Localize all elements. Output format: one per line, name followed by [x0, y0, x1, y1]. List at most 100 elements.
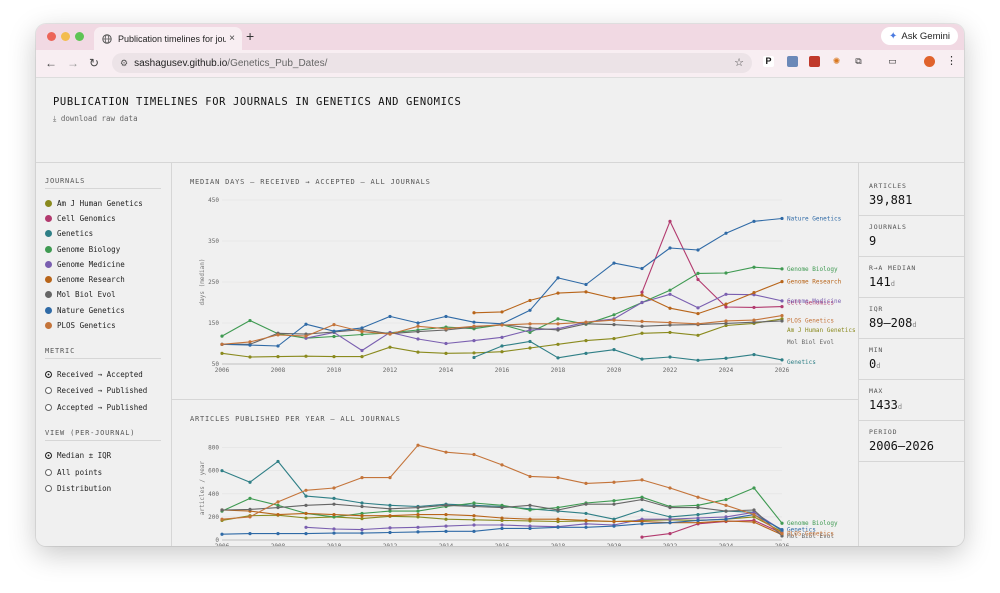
data-point [612, 323, 616, 327]
data-point [416, 350, 420, 354]
data-point [472, 501, 476, 505]
data-point [444, 314, 448, 319]
journal-item-mol-biol-evol[interactable]: Mol Biol Evol [45, 288, 116, 300]
view-option-median-iqr[interactable]: Median ± IQR [45, 449, 111, 461]
view-option-distribution[interactable]: Distribution [45, 482, 111, 494]
gemini-sparkle-icon: ✦ [889, 30, 898, 42]
ask-gemini-button[interactable]: ✦ Ask Gemini [881, 27, 958, 45]
data-point [640, 319, 644, 323]
data-point [780, 534, 784, 538]
radio-selected[interactable] [45, 451, 52, 459]
site-settings-icon[interactable]: ⚙ [120, 57, 129, 68]
new-tab-button[interactable]: + [246, 28, 255, 44]
metric-option-received-accepted[interactable]: Received → Accepted [45, 368, 143, 380]
radio-unselected[interactable] [45, 403, 52, 411]
address-bar[interactable]: ⚙ sashagusev.github.io /Genetics_Pub_Dat… [112, 53, 752, 73]
data-point [640, 324, 644, 328]
back-button[interactable]: ← [45, 56, 57, 70]
metric-option-received-published[interactable]: Received → Published [45, 384, 147, 396]
median-days-chart[interactable]: 50 150 250 350 450 2006 2008 2010 2012 2014 2016 20… [172, 190, 858, 399]
radio-selected[interactable] [45, 370, 52, 378]
data-point [332, 334, 336, 339]
extension-red-icon[interactable] [809, 56, 820, 67]
data-point [388, 314, 392, 319]
journal-item-genome-research[interactable]: Genome Research [45, 273, 125, 285]
radio-unselected[interactable] [45, 468, 52, 476]
maximize-window-button[interactable] [75, 32, 84, 41]
data-point [444, 503, 448, 507]
journal-label: Mol Biol Evol [57, 289, 116, 299]
data-point [528, 508, 532, 512]
data-point [248, 340, 252, 344]
metric-label: Accepted → Published [57, 402, 148, 412]
data-point [416, 512, 420, 517]
forward-button[interactable]: → [67, 56, 79, 70]
browser-tab[interactable]: Publication timelines for journ × [94, 27, 242, 50]
stat-rule [859, 379, 964, 380]
data-point [752, 305, 756, 310]
view-label: Distribution [57, 483, 112, 493]
view-option-all-points[interactable]: All points [45, 466, 102, 478]
stat-rule [859, 461, 964, 462]
data-point [304, 334, 308, 338]
y-tick-label: 0 [215, 537, 219, 544]
series-end-label: Mol Biol Evol [787, 339, 834, 346]
data-point [472, 339, 476, 343]
data-point [612, 313, 616, 317]
y-tick-label: 50 [212, 361, 220, 368]
metric-label: Received → Accepted [57, 369, 143, 379]
extension-doc-icon[interactable] [787, 56, 798, 67]
data-point [332, 512, 336, 517]
extensions-puzzle-icon[interactable]: ⧉ [855, 56, 862, 66]
series-end-label: Cell Genomics [787, 300, 834, 307]
data-point [640, 497, 644, 502]
articles-per-year-chart[interactable]: 0 200 400 600 800 2006 2008 2010 2012 2014 2016 201… [172, 428, 858, 546]
extension-p-icon[interactable]: P [763, 56, 774, 67]
data-point [612, 519, 616, 524]
stat-unit: d [876, 362, 881, 370]
data-point [612, 499, 616, 503]
data-point [304, 503, 308, 507]
journal-item-genetics[interactable]: Genetics [45, 227, 93, 239]
close-tab-icon[interactable]: × [229, 33, 235, 44]
data-point [584, 339, 588, 343]
x-tick-label: 2026 [775, 367, 790, 374]
data-point [444, 341, 448, 346]
minimize-window-button[interactable] [61, 32, 70, 41]
profile-avatar[interactable] [924, 56, 935, 67]
data-point [696, 306, 700, 310]
reload-button[interactable]: ↻ [89, 56, 100, 70]
data-point [360, 501, 364, 505]
journal-item-genome-biology[interactable]: Genome Biology [45, 243, 120, 255]
journal-item-nature-genetics[interactable]: Nature Genetics [45, 304, 125, 316]
journal-item-cell-genomics[interactable]: Cell Genomics [45, 212, 116, 224]
journals-rule [45, 188, 161, 189]
data-point [528, 524, 532, 528]
reading-mode-icon[interactable]: ▭ [888, 56, 897, 66]
radio-unselected[interactable] [45, 484, 52, 492]
close-window-button[interactable] [47, 32, 56, 41]
stat-value: 39,881 [869, 193, 913, 207]
metric-option-accepted-published[interactable]: Accepted → Published [45, 401, 147, 413]
journal-item-genome-medicine[interactable]: Genome Medicine [45, 258, 125, 270]
journal-item-am-j-human-genetics[interactable]: Am J Human Genetics [45, 197, 143, 209]
stat-rule [859, 420, 964, 421]
data-point [752, 291, 756, 295]
x-tick-label: 2022 [663, 543, 678, 546]
view-label: Median ± IQR [57, 450, 112, 460]
data-point [332, 355, 336, 359]
browser-menu-icon[interactable]: ⋮ [946, 55, 957, 67]
extension-sun-icon[interactable]: ✺ [832, 56, 841, 66]
stat-value: 0 [869, 357, 877, 371]
data-point [248, 507, 252, 511]
series-end-label: Am J Human Genetics [787, 327, 856, 334]
journal-item-plos-genetics[interactable]: PLOS Genetics [45, 319, 116, 331]
download-raw-data-link[interactable]: ⤓ download raw data [53, 114, 138, 123]
data-point [724, 305, 728, 309]
data-point [640, 508, 644, 512]
radio-unselected[interactable] [45, 386, 52, 394]
data-point [668, 515, 672, 519]
bookmark-star-icon[interactable]: ☆ [734, 57, 744, 69]
data-point [724, 509, 728, 513]
data-point [752, 219, 756, 223]
